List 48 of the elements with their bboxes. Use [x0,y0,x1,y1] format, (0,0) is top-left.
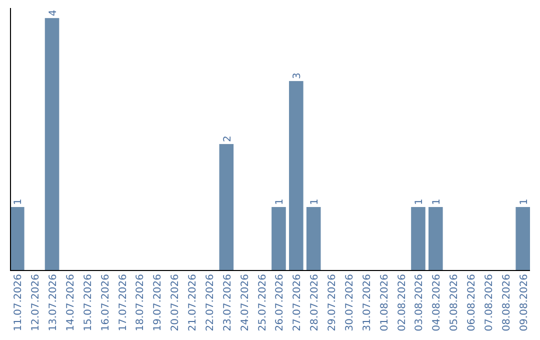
x-tick-label: 09.08.2026 [518,274,530,332]
x-tick-label: 14.07.2026 [65,274,76,332]
x-tick-label: 06.08.2026 [466,274,478,332]
x-tick-label: 29.07.2026 [327,274,338,332]
data-label: 1 [518,198,530,206]
data-label: 4 [48,10,60,16]
x-tick-label: 21.07.2026 [188,274,199,332]
x-tick-label: 05.08.2026 [449,274,460,332]
data-label: 1 [13,198,24,206]
data-label: 1 [310,198,321,206]
data-label: 3 [292,72,304,80]
x-tick-label: 25.07.2026 [257,274,268,332]
x-tick-label: 17.07.2026 [118,274,129,332]
x-tick-label: 03.08.2026 [414,274,426,332]
bar [411,207,426,270]
bar [219,144,234,270]
x-tick-label: 27.07.2026 [292,274,304,332]
bar [44,18,60,270]
x-tick-label: 11.07.2026 [13,274,24,332]
x-tick-label: 04.08.2026 [432,274,443,332]
data-label: 1 [414,198,426,206]
x-tick-label: 01.08.2026 [379,274,390,332]
x-tick-label: 26.07.2026 [274,274,286,332]
x-tick-label: 12.07.2026 [30,274,42,332]
bar [516,207,530,270]
x-tick-label: 19.07.2026 [152,274,164,332]
x-tick-label: 28.07.2026 [310,274,321,332]
bar [10,207,24,270]
bar [428,207,443,270]
data-label: 1 [274,198,286,206]
x-tick-label: 08.08.2026 [501,274,512,332]
x-tick-label: 23.07.2026 [222,274,234,332]
x-tick-label: 30.07.2026 [344,274,356,332]
x-tick-label: 22.07.2026 [204,274,216,332]
x-tick-label: 31.07.2026 [362,274,373,332]
bar [272,207,286,270]
bar [306,207,321,270]
x-tick-label: 02.08.2026 [396,274,408,332]
x-tick-label: 18.07.2026 [135,274,146,332]
x-tick-label: 13.07.2026 [48,274,60,332]
bar [289,81,304,270]
x-tick-label: 20.07.2026 [170,274,182,332]
x-tick-label: 07.08.2026 [484,274,495,332]
data-label: 2 [222,136,234,142]
x-tick-label: 16.07.2026 [100,274,112,332]
x-tick-label: 15.07.2026 [82,274,94,332]
x-tick-label: 24.07.2026 [240,274,251,332]
data-label: 1 [432,198,443,206]
